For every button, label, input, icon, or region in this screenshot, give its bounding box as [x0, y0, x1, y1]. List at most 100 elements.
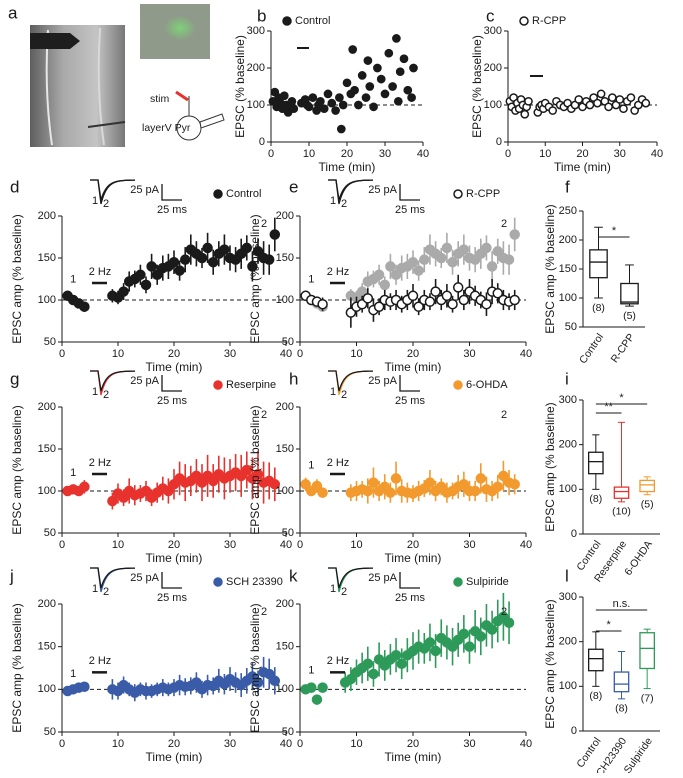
n-label: (8) — [589, 493, 602, 505]
x-tick-label: 20 — [168, 539, 180, 551]
y-tick-label: 200 — [38, 598, 56, 610]
data-point — [492, 288, 503, 299]
annotation: 1 — [70, 274, 76, 286]
data-point — [191, 677, 202, 688]
data-point — [252, 677, 264, 688]
data-point — [641, 98, 651, 108]
y-tick-label: 100 — [559, 292, 577, 304]
n-label: (7) — [641, 692, 654, 704]
data-point — [363, 56, 373, 65]
data-point — [407, 93, 416, 102]
y-axis-label: EPSC amp (% baseline) — [248, 214, 262, 343]
data-point — [596, 89, 606, 99]
data-point — [409, 63, 418, 73]
data-point — [373, 269, 385, 281]
category-label: Control — [577, 331, 606, 366]
data-point — [436, 252, 447, 264]
data-point — [362, 293, 374, 304]
data-point — [168, 256, 180, 268]
x-tick-label: 10 — [539, 148, 551, 160]
panel-letter: g — [10, 369, 19, 388]
data-point — [430, 645, 441, 657]
scale-label: 25 ms — [157, 204, 187, 216]
data-point — [107, 495, 118, 507]
x-tick-label: 0 — [297, 348, 303, 360]
inset-label: 2 — [341, 586, 347, 598]
y-axis-label: EPSC amp (% baseline) — [248, 603, 262, 732]
y-axis-label: EPSC amp (% baseline) — [543, 204, 557, 333]
data-point — [179, 254, 191, 265]
annotation: 2 Hz — [89, 457, 112, 469]
data-point — [219, 244, 230, 255]
data-point — [447, 298, 458, 310]
box — [613, 671, 630, 693]
data-point — [151, 269, 163, 281]
annotation: 1 — [70, 467, 76, 479]
panel-letter: k — [289, 566, 298, 585]
x-tick-label: 0 — [297, 738, 303, 750]
data-point — [393, 96, 403, 106]
x-tick-label: 40 — [280, 738, 292, 750]
x-tick-label: 30 — [463, 738, 475, 750]
data-point — [317, 487, 328, 498]
data-point — [424, 477, 436, 488]
y-tick-label: 50 — [282, 726, 294, 738]
photo-feature — [97, 27, 105, 146]
box — [639, 479, 656, 493]
annotation: 1 — [308, 664, 314, 676]
x-tick-label: 0 — [59, 539, 65, 551]
data-point — [396, 658, 407, 669]
annotation: 2 — [501, 606, 507, 618]
stim-electrode — [175, 90, 189, 102]
scale-label: 25 pA — [368, 184, 397, 196]
scale-bar — [161, 184, 182, 201]
data-point — [486, 624, 498, 635]
x-tick-label: 40 — [520, 738, 532, 750]
x-tick-label: 10 — [350, 348, 362, 360]
data-point — [207, 256, 219, 268]
cell-label: layerV Pyr — [142, 122, 191, 134]
panel-letter: c — [486, 6, 495, 25]
data-point — [306, 682, 317, 693]
legend-marker — [519, 16, 529, 26]
data-point — [407, 290, 419, 302]
y-axis-label: EPSC amp (% baseline) — [543, 599, 557, 728]
data-point — [207, 475, 219, 487]
data-point — [419, 254, 430, 265]
y-tick-label: 50 — [282, 336, 294, 348]
data-point — [247, 261, 258, 272]
panel-letter: d — [10, 177, 19, 196]
scale-label: 25 ms — [395, 592, 425, 604]
data-point — [509, 479, 520, 490]
x-axis-label: Time (min) — [146, 551, 203, 565]
data-point — [311, 480, 323, 492]
y-tick-label: 200 — [247, 62, 265, 74]
legend-label: Control — [226, 188, 261, 200]
annotation: 1 — [70, 668, 76, 680]
scale-label: 25 pA — [130, 572, 159, 584]
y-tick-label: 200 — [276, 210, 294, 222]
x-tick-label: 30 — [463, 539, 475, 551]
data-point — [118, 492, 129, 503]
data-point — [385, 487, 396, 498]
data-point — [458, 294, 470, 306]
data-point — [509, 294, 520, 306]
box — [620, 282, 639, 305]
data-point — [509, 229, 520, 240]
n-label: (8) — [589, 690, 602, 702]
data-point — [357, 71, 367, 80]
y-tick-label: 150 — [38, 443, 56, 455]
data-point — [338, 100, 348, 110]
y-tick-label: 50 — [44, 336, 56, 348]
x-tick-label: 40 — [651, 148, 663, 160]
scale-bar — [161, 375, 182, 392]
y-tick-label: 150 — [276, 641, 294, 653]
data-point — [174, 265, 185, 276]
x-tick-label: 0 — [59, 738, 65, 750]
y-tick-label: 50 — [44, 726, 56, 738]
data-point — [475, 631, 487, 642]
inset-label: 1 — [330, 386, 336, 398]
annotation: 2 — [501, 218, 507, 230]
inset-label: 2 — [341, 389, 347, 401]
